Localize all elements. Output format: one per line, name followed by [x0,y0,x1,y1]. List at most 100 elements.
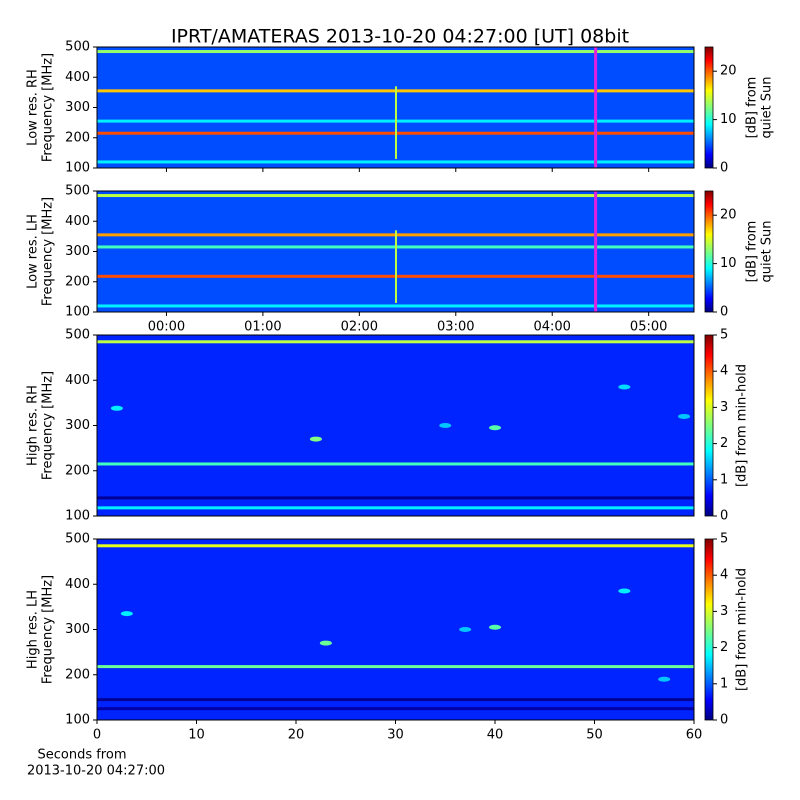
colorbar-tick-label: 5 [720,328,728,343]
y-axis-label: Frequency [MHz] [41,197,56,306]
y-tick-label: 100 [65,509,90,524]
y-axis-label: Low res. LH [26,214,41,289]
spot [678,413,691,419]
spot [309,436,322,442]
colorbar-label: [dB] from min-hold [735,364,750,487]
spot [439,423,452,428]
y-tick-label: 300 [65,418,90,433]
x-tick-label: 02:00 [341,320,378,335]
colorbar-tick-label: 1 [720,472,728,487]
colorbar-tick-label: 2 [720,640,728,655]
chart-title: IPRT/AMATERAS 2013-10-20 04:27:00 [UT] 0… [171,26,629,48]
x-tick-label: 01:00 [244,320,281,335]
band [97,50,694,54]
colorbar-label: quiet Sun [760,220,775,282]
colorbar-tick-label: 3 [720,604,728,619]
colorbar [704,190,714,313]
x-tick-label: 04:00 [533,320,570,335]
colorbar-tick-label: 10 [720,256,737,271]
colorbar-tick-label: 4 [720,568,728,583]
y-tick-label: 500 [65,40,90,55]
band [97,194,694,198]
spot [459,627,472,632]
x-axis-label: Seconds from [37,748,126,763]
colorbar-tick-label: 20 [720,208,737,223]
background [97,335,694,516]
y-tick-label: 300 [65,622,90,637]
band [97,698,694,702]
x-tick-label: 20 [288,728,305,743]
y-tick-label: 500 [65,184,90,199]
spot [120,611,133,617]
band [97,340,694,344]
y-tick-label: 400 [65,214,90,229]
colorbar-tick-label: 3 [720,400,728,415]
y-axis-label: High res. LH [26,590,41,669]
y-tick-label: 200 [65,463,90,478]
x-tick-label: 40 [487,728,504,743]
colorbar-label: [dB] from [745,221,760,283]
colorbar-tick-label: 0 [720,161,728,176]
y-axis-label: Frequency [MHz] [41,53,56,162]
y-tick-label: 500 [65,532,90,547]
spike [394,86,397,159]
colorbar-label: [dB] from min-hold [735,568,750,691]
spike [394,230,397,303]
colorbar [704,46,714,169]
background [97,539,694,720]
x-tick-label: 03:00 [437,320,474,335]
x-tick-label: 0 [93,728,101,743]
x-tick-label: 10 [188,728,205,743]
band [97,506,694,510]
band [97,462,694,466]
colorbar [704,538,714,721]
y-tick-label: 400 [65,373,90,388]
y-axis-label: High res. RH [26,385,41,466]
spot [618,588,631,594]
colorbar-label: [dB] from [745,77,760,139]
x-tick-label: 30 [387,728,404,743]
spot [489,624,501,630]
y-tick-label: 100 [65,305,90,320]
spot [658,676,671,682]
y-axis-label: Frequency [MHz] [41,371,56,480]
x-tick-label: 60 [686,728,703,743]
y-tick-label: 400 [65,70,90,85]
colorbar-tick-label: 0 [720,713,728,728]
y-tick-label: 300 [65,100,90,115]
x-tick-label: 05:00 [630,320,667,335]
band [97,496,694,500]
colorbar-tick-label: 5 [720,532,728,547]
x-tick-label: 50 [586,728,603,743]
y-tick-label: 200 [65,130,90,145]
y-axis-label: Low res. RH [26,69,41,146]
y-tick-label: 500 [65,328,90,343]
y-tick-label: 400 [65,577,90,592]
colorbar-tick-label: 0 [720,509,728,524]
band [97,665,694,669]
colorbar [704,334,714,517]
band [97,304,694,308]
colorbar-tick-label: 10 [720,112,737,127]
x-axis-label: 2013-10-20 04:27:00 [27,764,165,779]
colorbar-tick-label: 20 [720,64,737,79]
y-tick-label: 200 [65,274,90,289]
spot [489,425,501,431]
y-tick-label: 100 [65,161,90,176]
colorbar-tick-label: 1 [720,676,728,691]
colorbar-label: quiet Sun [760,76,775,138]
band [97,544,694,548]
x-tick-label: 00:00 [148,320,185,335]
colorbar-tick-label: 0 [720,305,728,320]
band [97,707,694,711]
y-tick-label: 200 [65,667,90,682]
band [97,160,694,164]
spot [618,384,631,390]
y-axis-label: Frequency [MHz] [41,575,56,684]
colorbar-tick-label: 4 [720,364,728,379]
y-tick-label: 300 [65,244,90,259]
colorbar-tick-label: 2 [720,436,728,451]
spot [110,405,123,411]
y-tick-label: 100 [65,713,90,728]
